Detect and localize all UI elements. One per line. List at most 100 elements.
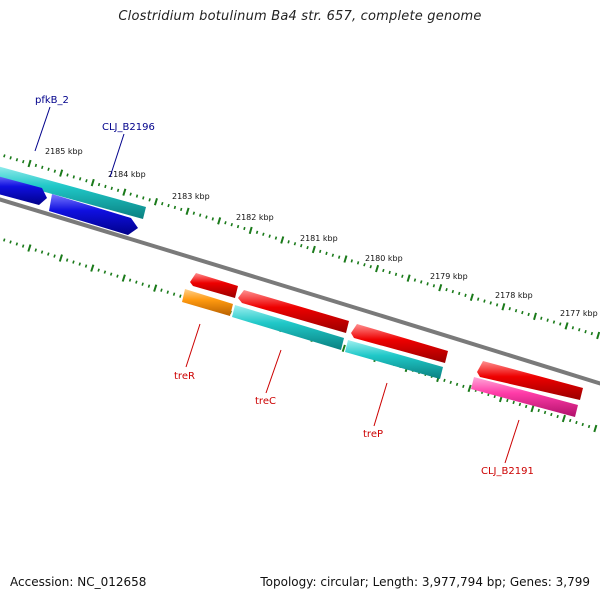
accession-text: Accession: NC_012658	[10, 575, 147, 589]
minor-tick	[78, 262, 81, 266]
minor-tick	[287, 240, 290, 244]
minor-tick	[489, 301, 492, 305]
gene-label-trer[interactable]: treR	[174, 371, 195, 382]
minor-tick	[192, 211, 196, 215]
minor-tick	[173, 205, 177, 210]
callout-line-cljb2191	[504, 419, 520, 464]
minor-tick	[104, 184, 107, 189]
gene-label-cljb2196[interactable]: CLJ_B2196	[102, 122, 155, 133]
minor-tick	[97, 268, 100, 272]
minor-tick	[3, 154, 6, 158]
minor-tick	[543, 410, 547, 415]
minor-tick	[568, 418, 572, 423]
minor-tick	[458, 291, 461, 296]
kbp-label: 2185 kbp	[45, 147, 83, 156]
minor-tick	[172, 292, 176, 296]
minor-tick	[578, 328, 581, 332]
minor-tick	[581, 422, 584, 427]
map-title: Clostridium botulinum Ba4 str. 657, comp…	[118, 9, 482, 24]
minor-tick	[21, 244, 25, 248]
minor-tick	[243, 226, 246, 231]
minor-tick	[141, 282, 144, 286]
minor-tick	[84, 264, 88, 268]
minor-tick	[401, 274, 404, 278]
gene-bar-cyan-trep[interactable]	[345, 340, 443, 379]
minor-tick	[65, 258, 69, 262]
gene-callouts: pfkB_2 CLJ_B2196 treR treC treP CLJ_B219…	[34, 95, 534, 477]
minor-tick	[9, 156, 12, 160]
minor-tick	[205, 215, 208, 219]
gene-arrow-red-2[interactable]	[238, 290, 349, 333]
kbp-label: 2182 kbp	[236, 213, 274, 222]
gene-label-trep[interactable]: treP	[363, 429, 383, 440]
minor-tick	[15, 158, 19, 162]
minor-tick	[319, 249, 322, 254]
reverse-strand-genes	[182, 273, 583, 417]
minor-tick	[483, 299, 486, 303]
kbp-label: 2178 kbp	[495, 291, 533, 300]
kbp-label: 2177 kbp	[560, 309, 598, 318]
minor-tick	[34, 248, 37, 252]
minor-tick	[116, 188, 120, 192]
major-tick	[58, 254, 63, 262]
minor-tick	[53, 169, 57, 173]
minor-tick	[268, 234, 271, 238]
minor-tick	[506, 398, 509, 403]
minor-tick	[66, 173, 69, 177]
major-tick	[596, 331, 600, 340]
minor-tick	[394, 272, 398, 277]
minor-tick	[211, 217, 214, 221]
minor-tick	[443, 378, 446, 383]
major-tick	[375, 264, 380, 273]
minor-tick	[255, 230, 259, 234]
gene-arrow-red-1[interactable]	[190, 273, 238, 298]
major-tick	[406, 274, 411, 282]
minor-tick	[350, 259, 353, 263]
genome-summary-text: Topology: circular; Length: 3,977,794 bp…	[260, 575, 590, 589]
minor-tick	[432, 284, 436, 288]
minor-tick	[584, 329, 587, 334]
major-tick	[153, 284, 158, 292]
kbp-label: 2181 kbp	[300, 234, 338, 243]
gene-bar-orange[interactable]	[182, 289, 233, 316]
minor-tick	[85, 179, 88, 183]
minor-tick	[306, 245, 309, 250]
major-tick	[280, 236, 285, 244]
minor-tick	[388, 270, 391, 275]
gene-label-trec[interactable]: treC	[255, 396, 276, 407]
minor-tick	[224, 221, 227, 225]
minor-tick	[451, 289, 455, 294]
gene-bar-pink[interactable]	[471, 377, 578, 417]
minor-tick	[363, 263, 366, 267]
minor-tick	[552, 320, 556, 324]
minor-tick	[518, 402, 522, 407]
minor-tick	[464, 293, 467, 298]
gene-arrow-blue-1[interactable]	[0, 174, 47, 205]
gene-arrow-red-3[interactable]	[351, 324, 448, 363]
callout-line-trer	[185, 323, 201, 368]
kbp-label: 2179 kbp	[430, 272, 468, 281]
minor-tick	[180, 207, 183, 212]
minor-tick	[103, 270, 107, 274]
major-tick	[561, 414, 566, 423]
major-tick	[217, 217, 222, 225]
major-tick	[122, 188, 127, 196]
major-tick	[121, 274, 126, 282]
gene-arrow-red-4[interactable]	[477, 361, 583, 400]
gene-label-pfkb2[interactable]: pfkB_2	[35, 95, 69, 106]
minor-tick	[293, 242, 297, 246]
minor-tick	[508, 307, 511, 311]
minor-tick	[53, 254, 56, 258]
minor-tick	[160, 288, 163, 292]
gene-arrow-blue-2[interactable]	[49, 194, 138, 235]
major-tick	[153, 198, 158, 206]
minor-tick	[493, 394, 496, 399]
gene-label-cljb2191[interactable]: CLJ_B2191	[481, 466, 534, 477]
minor-tick	[161, 201, 164, 206]
minor-tick	[559, 322, 562, 326]
gene-bar-cyan-forward[interactable]	[0, 164, 146, 219]
minor-tick	[9, 240, 12, 244]
minor-tick	[135, 280, 138, 284]
major-tick	[311, 245, 316, 254]
gene-bar-cyan-trec[interactable]	[232, 305, 344, 350]
